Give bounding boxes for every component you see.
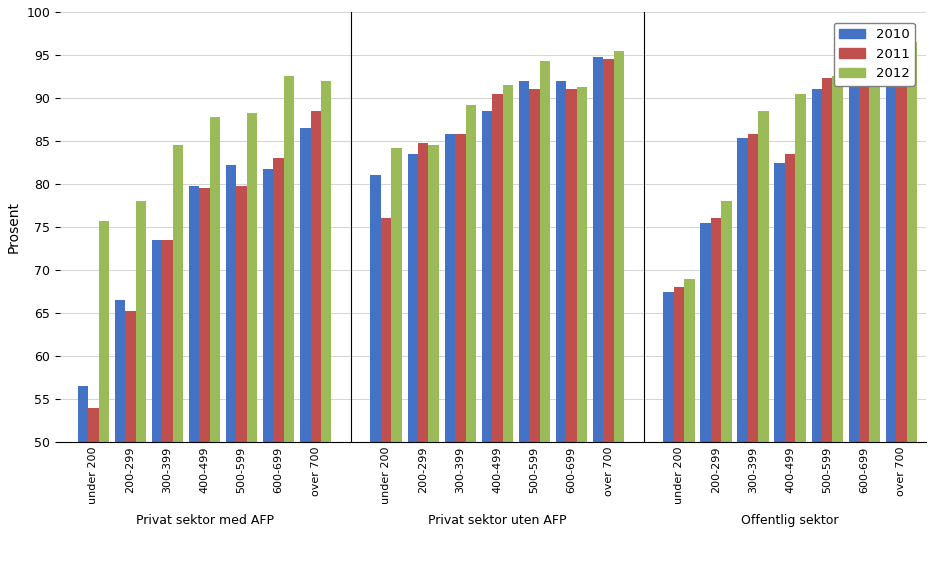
Bar (503, 85, 513, 442)
Bar (907, 42, 917, 442)
Bar (152, 240, 162, 442)
Bar (236, 186, 247, 442)
Bar (428, 145, 439, 442)
Bar (604, 60, 614, 442)
Bar (577, 87, 587, 442)
Bar (481, 111, 492, 442)
Bar (445, 134, 455, 442)
Bar (492, 94, 503, 442)
Bar (774, 163, 785, 442)
Bar (466, 105, 476, 442)
Bar (701, 223, 711, 442)
Bar (210, 117, 220, 442)
Bar (370, 175, 381, 442)
Bar (162, 240, 173, 442)
Bar (321, 81, 331, 442)
Bar (822, 78, 832, 442)
Bar (99, 221, 109, 442)
Bar (896, 55, 907, 442)
Bar (284, 77, 295, 442)
Legend: 2010, 2011, 2012: 2010, 2011, 2012 (834, 23, 915, 86)
Bar (418, 143, 428, 442)
Bar (88, 408, 99, 442)
Bar (795, 94, 806, 442)
Bar (737, 138, 748, 442)
Y-axis label: Prosent: Prosent (7, 201, 21, 253)
Bar (870, 74, 880, 442)
Bar (748, 134, 759, 442)
Bar (381, 218, 391, 442)
Bar (519, 81, 529, 442)
Bar (455, 134, 466, 442)
Bar (408, 154, 418, 442)
Bar (674, 287, 684, 442)
Bar (849, 68, 859, 442)
Text: Privat sektor uten AFP: Privat sektor uten AFP (428, 514, 566, 527)
Bar (391, 148, 402, 442)
Text: Privat sektor med AFP: Privat sektor med AFP (135, 514, 273, 527)
Bar (173, 145, 183, 442)
Bar (711, 218, 721, 442)
Bar (135, 201, 146, 442)
Bar (311, 111, 321, 442)
Bar (263, 168, 273, 442)
Bar (684, 279, 694, 442)
Bar (832, 77, 842, 442)
Bar (721, 201, 731, 442)
Bar (188, 186, 200, 442)
Bar (226, 165, 236, 442)
Bar (812, 90, 822, 442)
Bar (273, 158, 284, 442)
Bar (859, 65, 870, 442)
Bar (614, 50, 624, 442)
Bar (77, 386, 88, 442)
Bar (300, 128, 311, 442)
Text: Offentlig sektor: Offentlig sektor (742, 514, 839, 527)
Bar (529, 90, 539, 442)
Bar (539, 61, 550, 442)
Bar (759, 111, 769, 442)
Bar (125, 311, 135, 442)
Bar (200, 188, 210, 442)
Bar (556, 81, 566, 442)
Bar (115, 301, 125, 442)
Bar (663, 291, 674, 442)
Bar (247, 113, 258, 442)
Bar (885, 55, 896, 442)
Bar (785, 154, 795, 442)
Bar (566, 90, 577, 442)
Bar (592, 57, 604, 442)
